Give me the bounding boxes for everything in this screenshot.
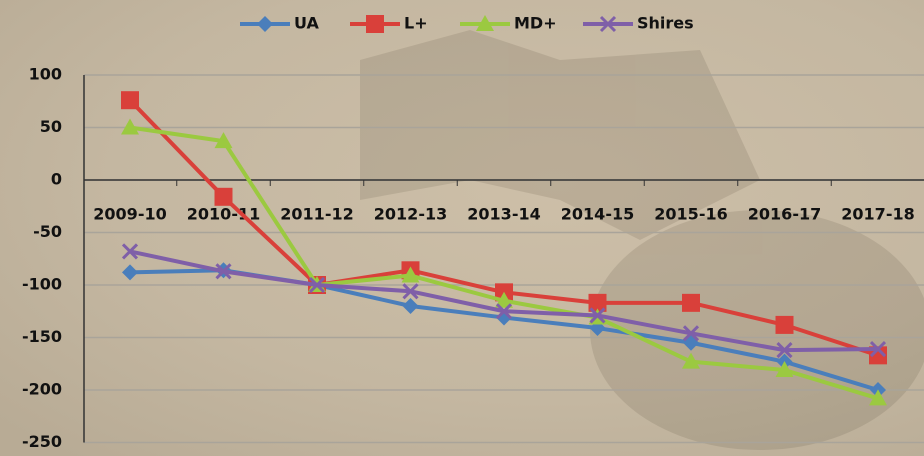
x-tick-label: 2017-18 xyxy=(841,205,914,224)
data-point xyxy=(215,188,233,206)
data-point xyxy=(776,316,794,334)
y-tick-label: -200 xyxy=(22,380,62,399)
y-tick-label: -50 xyxy=(33,222,62,241)
x-tick-label: 2013-14 xyxy=(467,205,540,224)
y-tick-label: 0 xyxy=(51,170,62,189)
y-tick-label: -250 xyxy=(22,432,62,451)
legend-label: L+ xyxy=(404,14,428,33)
x-tick-label: 2016-17 xyxy=(748,205,821,224)
x-tick-label: 2014-15 xyxy=(561,205,634,224)
x-tick-label: 2012-13 xyxy=(374,205,447,224)
x-tick-label: 2011-12 xyxy=(280,205,353,224)
y-tick-label: 100 xyxy=(29,65,62,84)
x-tick-label: 2009-10 xyxy=(93,205,166,224)
legend-marker xyxy=(366,15,384,33)
y-tick-label: -100 xyxy=(22,275,62,294)
y-tick-label: 50 xyxy=(40,117,62,136)
x-tick-label: 2015-16 xyxy=(654,205,727,224)
legend-label: Shires xyxy=(637,14,694,33)
chart: -250-200-150-100-500501002009-102010-112… xyxy=(0,0,924,456)
legend-label: UA xyxy=(294,14,320,33)
data-point xyxy=(121,91,139,109)
legend-label: MD+ xyxy=(514,14,557,33)
y-tick-label: -150 xyxy=(22,327,62,346)
data-point xyxy=(682,294,700,312)
